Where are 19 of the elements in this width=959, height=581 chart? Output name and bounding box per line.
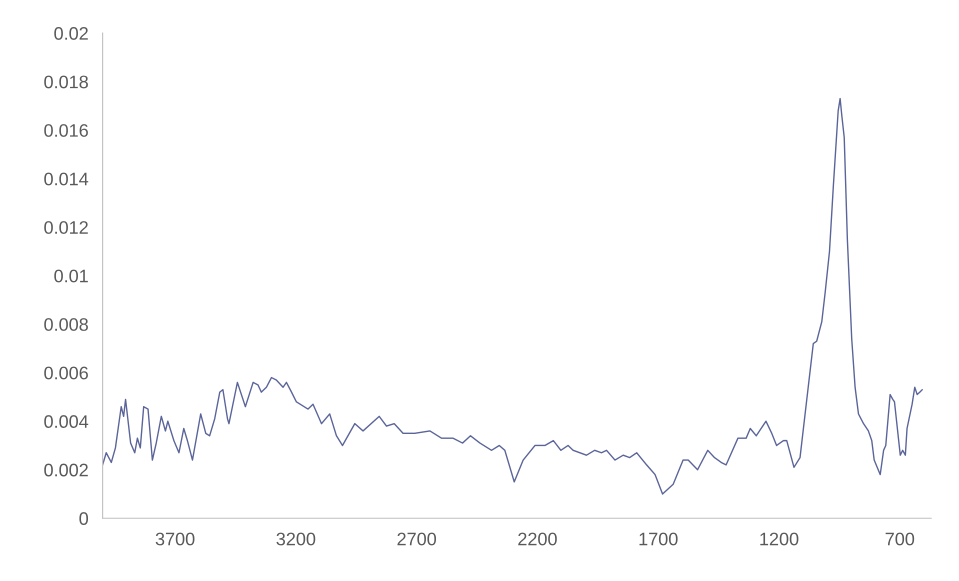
x-tick-label: 3200	[276, 532, 316, 546]
line-series	[102, 98, 923, 495]
y-tick-label: 0.01	[54, 270, 88, 282]
y-tick-label: 0.014	[44, 172, 88, 186]
y-tick-label: 0.02	[54, 27, 88, 40]
y-tick-label: 0	[79, 512, 88, 525]
y-tick-label: 0.012	[44, 221, 88, 234]
y-tick-label: 0.002	[44, 464, 88, 476]
y-tick-label: 0.006	[44, 366, 88, 380]
x-tick-label: 1200	[760, 532, 798, 546]
y-tick-label: 0.016	[44, 124, 88, 137]
y-tick-label: 0.008	[44, 318, 88, 331]
x-tick-label: 1700	[640, 532, 678, 546]
x-tick-label: 3700	[156, 532, 194, 546]
x-tick-label: 700	[886, 532, 914, 546]
x-tick-label: 2700	[397, 532, 436, 546]
y-tick-label: 0.004	[44, 415, 88, 428]
x-tick-label: 2200	[518, 532, 557, 546]
y-tick-label: 0.018	[44, 76, 88, 88]
